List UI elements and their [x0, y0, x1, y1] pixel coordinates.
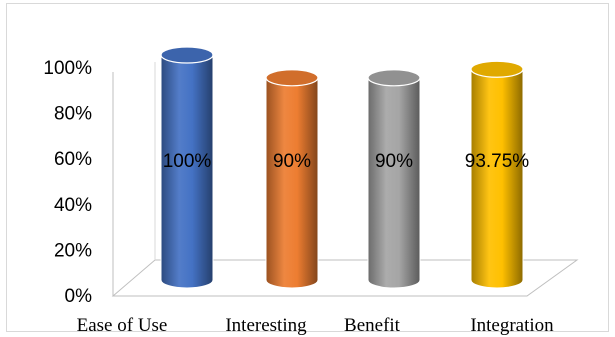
bar-top-cap [160, 46, 214, 64]
bar-body [265, 77, 319, 289]
bar [470, 60, 524, 289]
bar [367, 69, 421, 289]
bar-body [160, 54, 214, 289]
x-tick-label: Interesting [225, 315, 307, 336]
chart-floor [111, 259, 579, 297]
y-tick-label: 80% [54, 104, 92, 125]
y-tick-label: 60% [54, 149, 92, 170]
y-tick-label: 0% [65, 286, 93, 307]
bar-top-cap [367, 69, 421, 87]
bar [160, 46, 214, 289]
bar-body [470, 68, 524, 289]
x-tick-label: Ease of Use [77, 315, 168, 336]
data-label: 90% [273, 151, 311, 172]
bar-top-cap [265, 69, 319, 87]
y-tick-label: 100% [43, 58, 92, 79]
data-label: 100% [163, 151, 212, 172]
x-tick-label: Benefit [344, 315, 401, 336]
bar-body [367, 77, 421, 289]
data-label: 90% [375, 151, 413, 172]
bar [265, 69, 319, 289]
bar-top-cap [470, 60, 524, 78]
x-tick-label: Integration [470, 315, 554, 336]
y-tick-label: 40% [54, 195, 92, 216]
data-label: 93.75% [465, 151, 530, 172]
y-tick-label: 20% [54, 240, 92, 261]
